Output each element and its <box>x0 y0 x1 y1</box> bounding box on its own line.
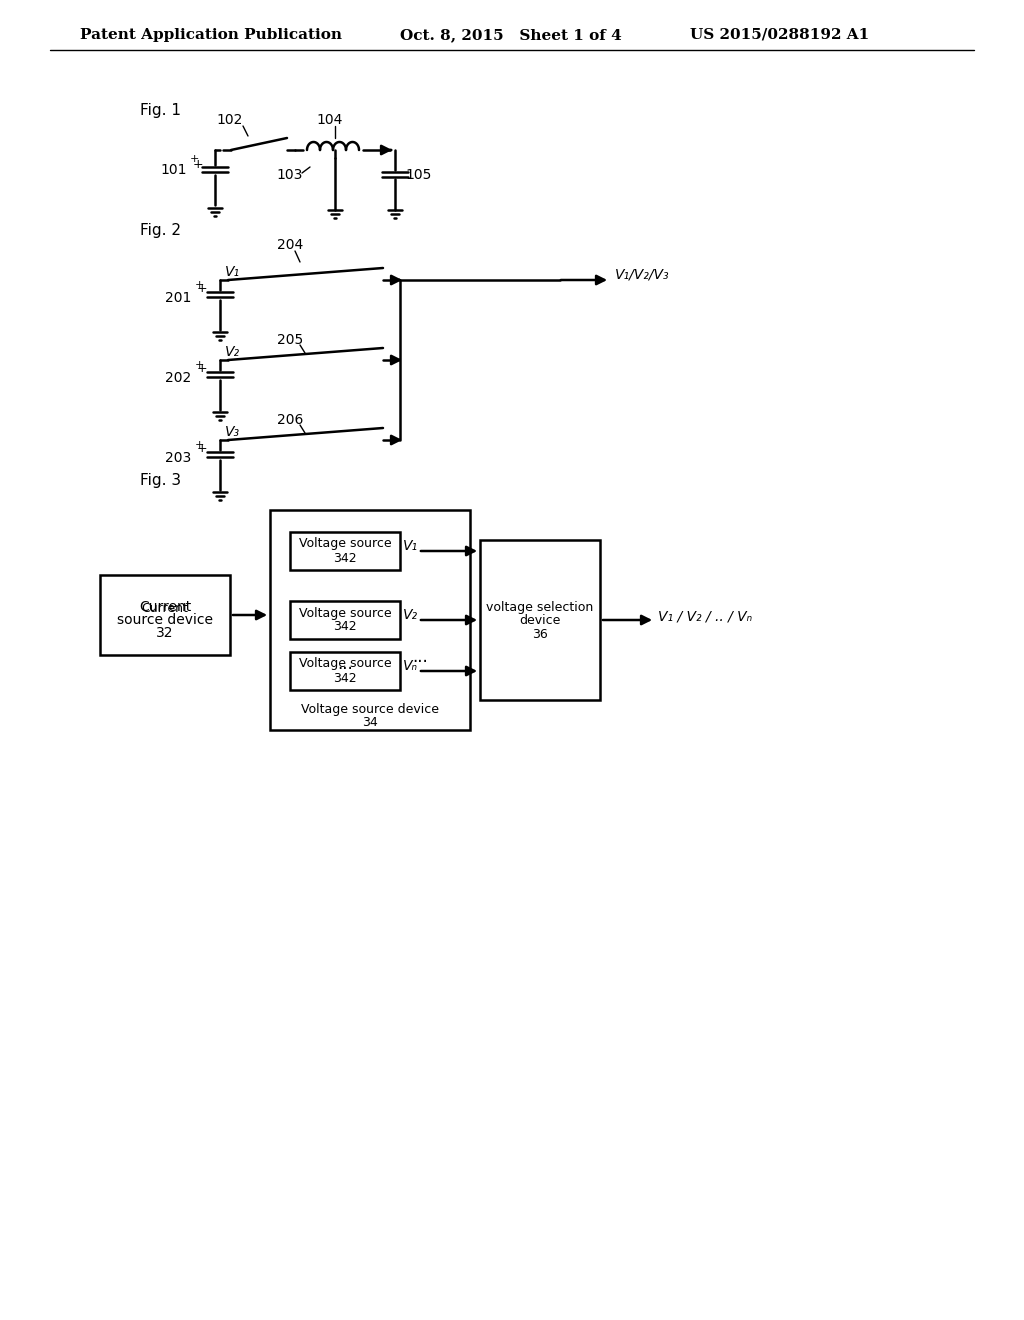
Text: Patent Application Publication: Patent Application Publication <box>80 28 342 42</box>
Text: V₂: V₂ <box>225 345 240 359</box>
Text: +: + <box>195 280 204 289</box>
Text: V₃: V₃ <box>225 425 240 440</box>
Text: +: + <box>195 440 204 450</box>
Text: V₂: V₂ <box>403 609 418 622</box>
Text: ...: ... <box>337 655 353 673</box>
Text: 36: 36 <box>532 627 548 640</box>
Text: V₁/V₂/V₃: V₁/V₂/V₃ <box>615 268 670 282</box>
Text: +: + <box>195 359 204 370</box>
Text: 205: 205 <box>276 333 303 347</box>
Text: 105: 105 <box>406 168 431 182</box>
Text: 101: 101 <box>160 162 186 177</box>
Text: voltage selection: voltage selection <box>486 602 594 615</box>
Text: 104: 104 <box>316 114 343 127</box>
Text: +: + <box>189 154 199 165</box>
Text: Current: Current <box>139 601 191 614</box>
Text: Voltage source: Voltage source <box>299 537 391 550</box>
Text: Fig. 2: Fig. 2 <box>140 223 181 238</box>
Text: 32: 32 <box>157 626 174 640</box>
Text: 204: 204 <box>276 238 303 252</box>
Text: +: + <box>193 157 204 170</box>
FancyBboxPatch shape <box>100 576 230 655</box>
Text: Vₙ: Vₙ <box>403 659 418 673</box>
Text: ...: ... <box>412 648 428 667</box>
Text: 342: 342 <box>333 552 356 565</box>
Text: V₁: V₁ <box>225 265 240 279</box>
Text: V₁ / V₂ / .. / Vₙ: V₁ / V₂ / .. / Vₙ <box>658 610 752 624</box>
Text: Voltage source: Voltage source <box>299 657 391 671</box>
FancyBboxPatch shape <box>290 532 400 570</box>
Text: US 2015/0288192 A1: US 2015/0288192 A1 <box>690 28 869 42</box>
Text: Current: Current <box>141 602 188 615</box>
Text: 342: 342 <box>333 672 356 685</box>
Text: 102: 102 <box>217 114 243 127</box>
FancyBboxPatch shape <box>270 510 470 730</box>
Text: 342: 342 <box>333 620 356 634</box>
Text: Voltage source: Voltage source <box>299 606 391 619</box>
Text: 202: 202 <box>165 371 191 385</box>
Text: +: + <box>197 363 207 375</box>
Text: source device: source device <box>117 612 213 627</box>
Text: 34: 34 <box>362 715 378 729</box>
Text: V₁: V₁ <box>403 539 418 553</box>
Text: Fig. 1: Fig. 1 <box>140 103 181 117</box>
Text: device: device <box>519 615 561 627</box>
Text: Oct. 8, 2015   Sheet 1 of 4: Oct. 8, 2015 Sheet 1 of 4 <box>400 28 622 42</box>
Text: Fig. 3: Fig. 3 <box>140 473 181 487</box>
FancyBboxPatch shape <box>290 652 400 690</box>
FancyBboxPatch shape <box>290 601 400 639</box>
Text: 201: 201 <box>165 290 191 305</box>
Text: +: + <box>197 282 207 296</box>
Text: 203: 203 <box>165 451 191 465</box>
Text: Voltage source device: Voltage source device <box>301 704 439 717</box>
FancyBboxPatch shape <box>480 540 600 700</box>
Text: +: + <box>197 442 207 455</box>
Text: 206: 206 <box>276 413 303 426</box>
Text: 103: 103 <box>276 168 303 182</box>
